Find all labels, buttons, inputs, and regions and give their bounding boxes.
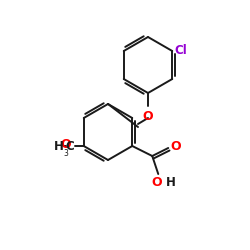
Text: O: O [151,176,162,189]
Text: O: O [60,138,71,151]
Text: Cl: Cl [174,44,187,57]
Text: H: H [166,176,176,189]
Text: O: O [170,140,181,153]
Text: O: O [143,110,153,123]
Text: C: C [66,140,74,152]
Text: H: H [54,140,64,152]
Text: 3: 3 [64,149,69,158]
